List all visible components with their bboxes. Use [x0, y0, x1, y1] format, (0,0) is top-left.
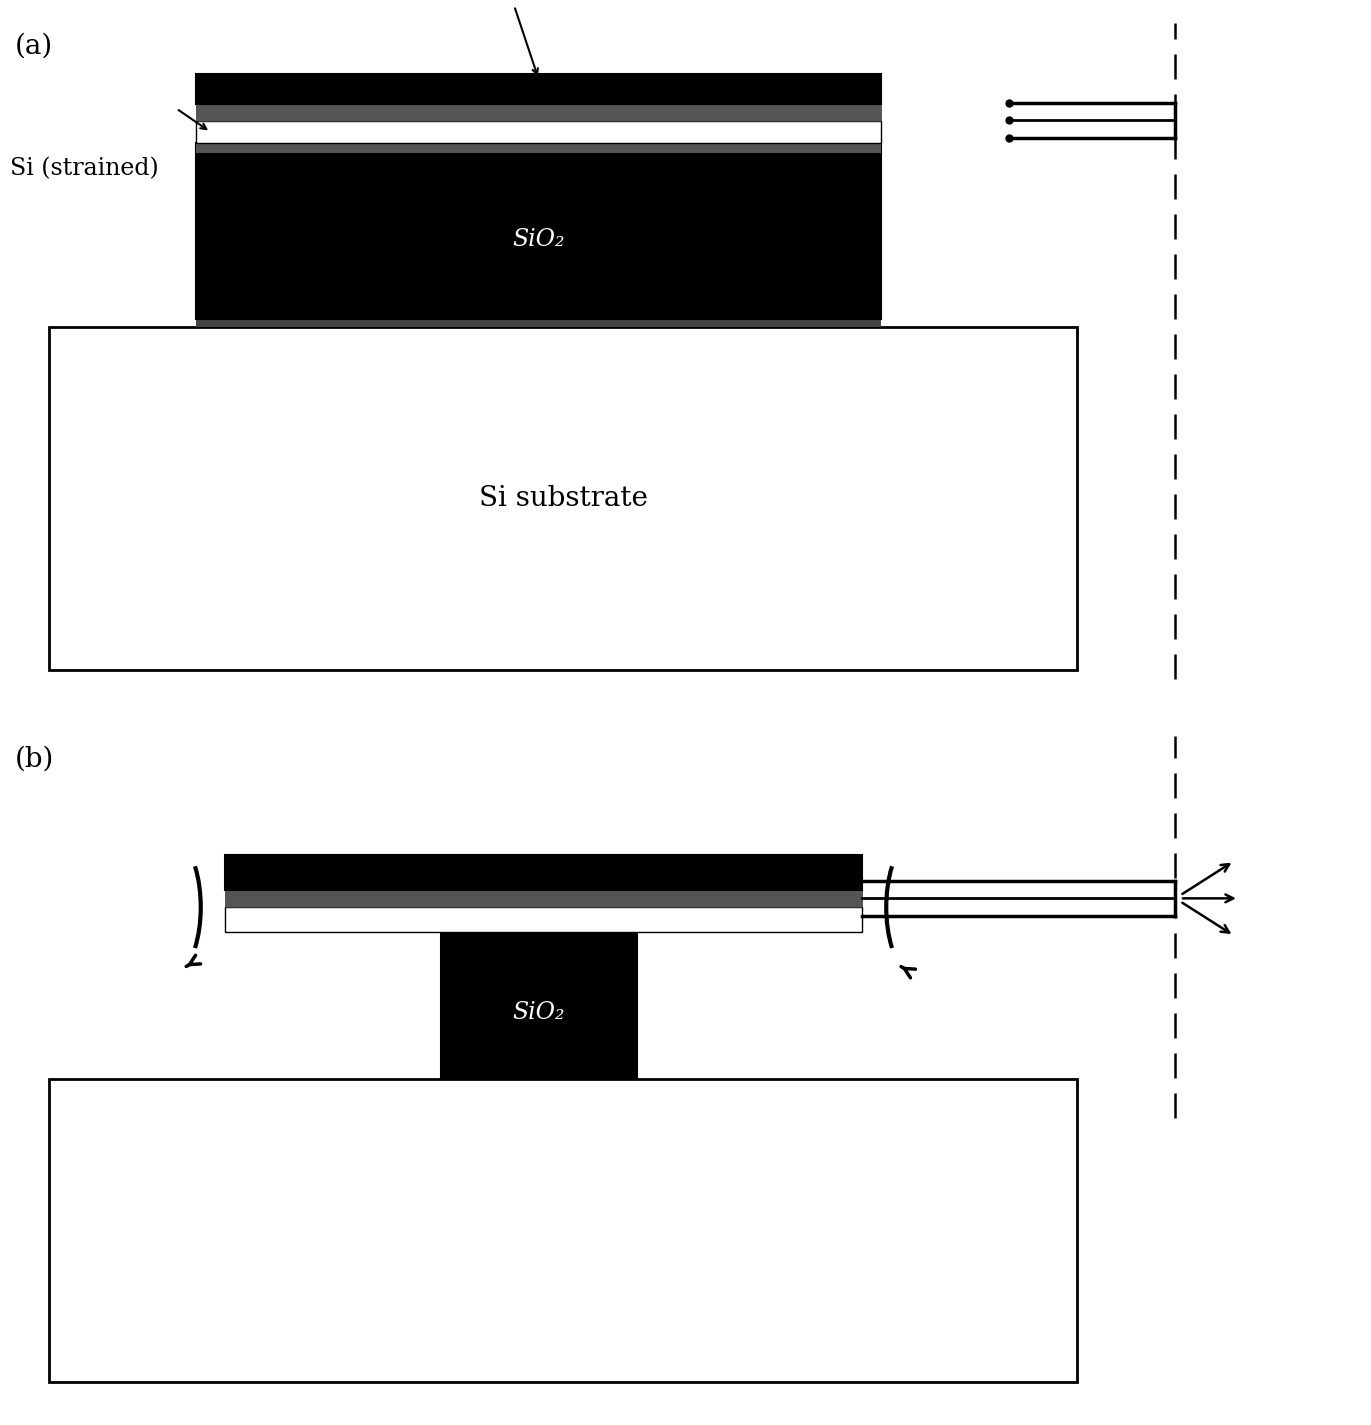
Bar — [196, 121, 882, 142]
Text: SiO₂: SiO₂ — [513, 1000, 565, 1025]
Bar — [225, 889, 862, 908]
Bar — [225, 855, 862, 889]
Bar — [196, 104, 882, 121]
Text: SiO₂: SiO₂ — [513, 228, 565, 251]
Bar — [49, 1079, 1078, 1382]
Text: Si (strained): Si (strained) — [10, 157, 159, 181]
Text: Si substrate: Si substrate — [478, 485, 647, 512]
Bar — [49, 326, 1078, 670]
Bar — [196, 142, 882, 319]
Bar — [196, 319, 882, 326]
Bar — [225, 908, 862, 932]
Text: (b): (b) — [15, 745, 53, 772]
Bar — [440, 932, 636, 1079]
Bar — [196, 74, 882, 104]
Bar — [196, 142, 882, 152]
Text: (a): (a) — [15, 33, 53, 60]
